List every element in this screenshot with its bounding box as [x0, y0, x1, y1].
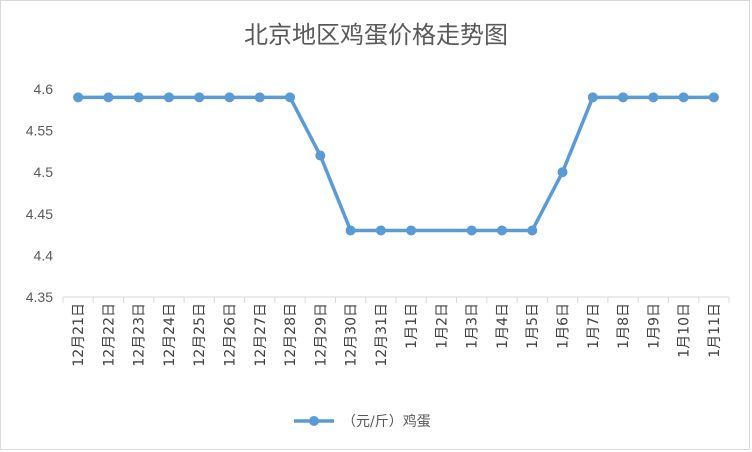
x-tick-label: 12月30日	[344, 303, 360, 367]
x-tick-label: 1月2日	[434, 303, 450, 349]
x-tick-label: 12月21日	[71, 303, 87, 367]
data-point	[406, 225, 417, 236]
x-tick-label: 12月28日	[283, 303, 299, 367]
x-tick-label: 12月26日	[223, 303, 239, 367]
data-point	[315, 150, 326, 161]
y-tick-label: 4.55	[26, 123, 53, 139]
x-tick-label: 1月1日	[404, 303, 420, 349]
y-tick-label: 4.5	[34, 164, 54, 180]
data-point	[254, 92, 265, 103]
x-tick-label: 1月11日	[707, 303, 723, 358]
data-point	[224, 92, 235, 103]
y-tick-label: 4.6	[34, 81, 54, 97]
x-tick-label: 12月23日	[132, 303, 148, 367]
data-point	[375, 225, 386, 236]
x-tick-label: 12月31日	[374, 303, 390, 367]
x-tick-label: 1月8日	[616, 303, 632, 349]
data-point	[466, 225, 477, 236]
x-tick-label: 12月25日	[192, 303, 208, 367]
data-point	[678, 92, 689, 103]
series-line	[78, 95, 714, 233]
data-point	[163, 92, 174, 103]
data-point	[708, 92, 719, 103]
y-tick-label: 4.35	[26, 289, 53, 305]
data-point	[618, 92, 629, 103]
y-tick-label: 4.4	[34, 247, 54, 263]
data-point	[103, 92, 114, 103]
x-tick-label: 1月9日	[646, 303, 662, 349]
x-tick-label: 12月24日	[162, 303, 178, 367]
x-tick-label: 1月10日	[677, 303, 693, 358]
x-tick-label: 1月3日	[465, 303, 481, 349]
x-tick-label: 12月29日	[313, 303, 329, 367]
legend-swatch-marker	[309, 416, 319, 426]
x-tick-label: 1月5日	[525, 303, 541, 349]
data-point	[496, 225, 507, 236]
chart-title: 北京地区鸡蛋价格走势图	[244, 21, 508, 49]
data-point	[345, 225, 356, 236]
data-point	[587, 92, 598, 103]
x-tick-label: 1月6日	[556, 303, 572, 349]
legend-label: （元/斤）鸡蛋	[342, 413, 431, 430]
x-tick-label: 1月4日	[495, 303, 511, 349]
data-point	[527, 225, 538, 236]
x-tick-label: 1月7日	[586, 303, 602, 349]
data-point	[73, 92, 84, 103]
x-tick-label: 12月27日	[253, 303, 269, 367]
data-point	[557, 167, 568, 178]
x-tick-label: 12月22日	[101, 303, 117, 367]
y-tick-label: 4.45	[26, 206, 53, 222]
data-point	[285, 92, 296, 103]
data-point	[133, 92, 144, 103]
data-point	[194, 92, 205, 103]
data-point	[648, 92, 659, 103]
